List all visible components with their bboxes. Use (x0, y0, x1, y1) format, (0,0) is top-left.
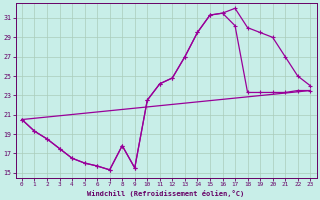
X-axis label: Windchill (Refroidissement éolien,°C): Windchill (Refroidissement éolien,°C) (87, 190, 245, 197)
